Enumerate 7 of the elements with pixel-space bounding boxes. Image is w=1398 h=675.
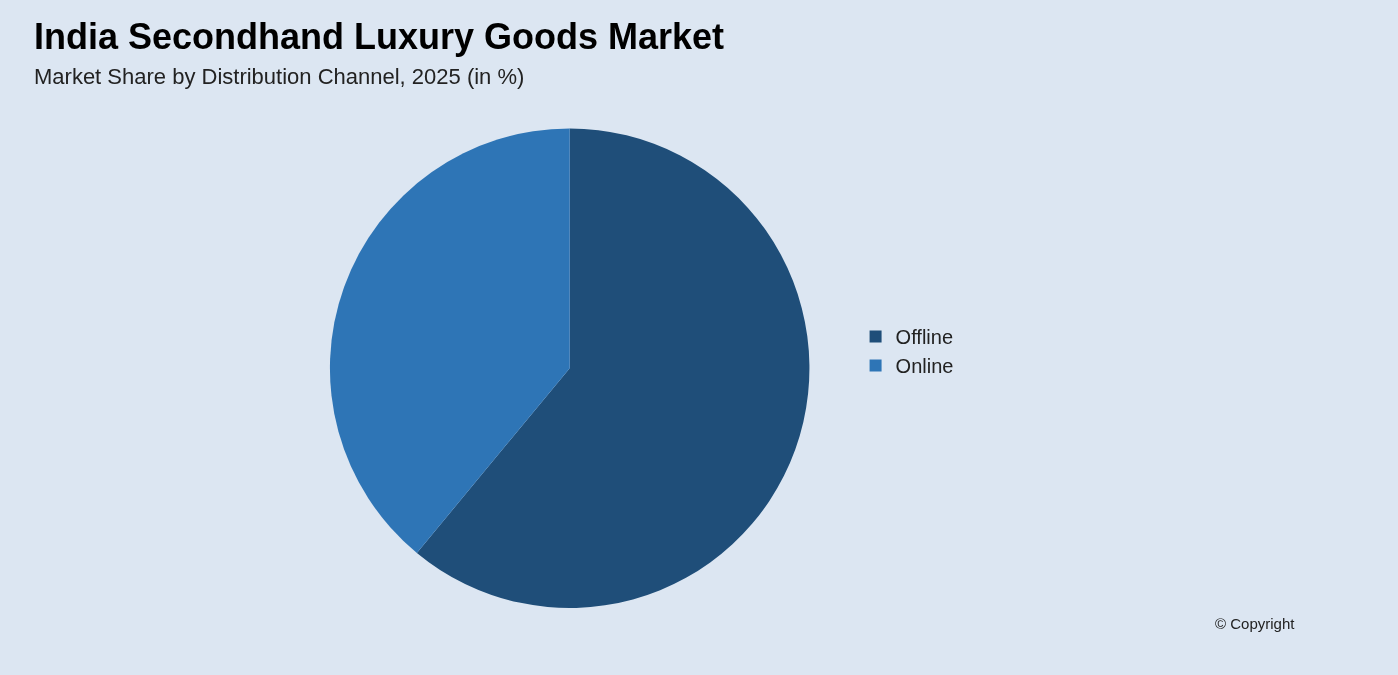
legend-label: Online: [895, 355, 954, 378]
legend-label: Offline: [895, 326, 954, 349]
text: © Copyright: [1215, 615, 1296, 632]
chart-subtitle: Market Share by Distribution Channel, 2025 (in %): [34, 64, 525, 89]
pie-slice: [329, 128, 570, 553]
chart-title: India Secondhand Luxury Goods Market: [34, 16, 725, 57]
pie-slice: [416, 128, 810, 608]
